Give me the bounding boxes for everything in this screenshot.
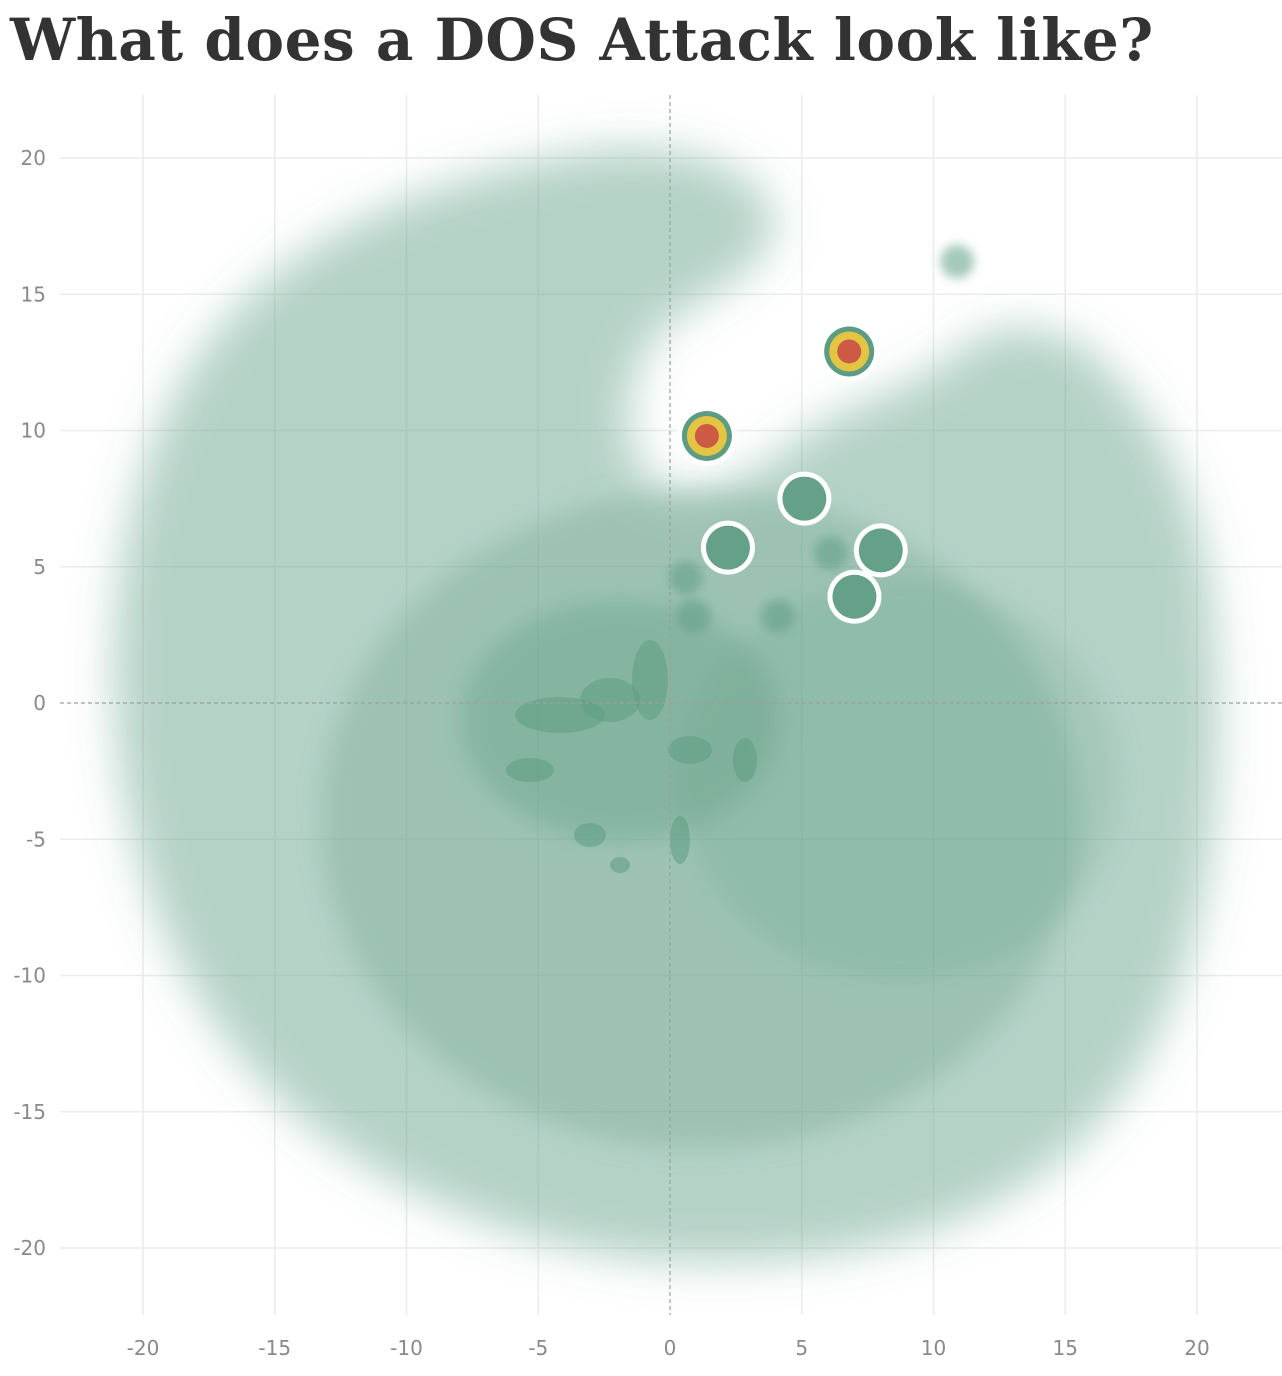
point-medium	[853, 523, 908, 578]
point-high	[676, 405, 737, 466]
point-core	[940, 244, 975, 279]
point-medium	[777, 471, 832, 526]
point-core	[705, 525, 750, 570]
density-cloud	[114, 148, 1219, 1263]
x-tick-label: 20	[1184, 1336, 1209, 1360]
point-core	[837, 339, 862, 364]
y-tick-label: 5	[33, 555, 46, 579]
point-core	[832, 574, 877, 619]
density-cluster	[668, 736, 712, 764]
x-tick-label: -10	[390, 1336, 423, 1360]
highlighted-points	[668, 244, 975, 633]
point-core	[813, 536, 848, 571]
density-cluster	[580, 678, 640, 722]
y-tick-label: 20	[21, 146, 46, 170]
y-tick-label: -15	[13, 1100, 46, 1124]
point-core	[694, 423, 719, 448]
x-tick-label: -15	[258, 1336, 291, 1360]
point-core	[668, 560, 703, 595]
y-tick-label: 0	[33, 691, 46, 715]
point-low	[676, 598, 711, 633]
point-low	[813, 536, 848, 571]
point-core	[782, 476, 827, 521]
y-tick-label: 15	[21, 282, 46, 306]
chart-title: What does a DOS Attack look like?	[10, 6, 1154, 74]
density-cluster	[670, 816, 690, 864]
x-tick-label: 0	[664, 1336, 677, 1360]
point-low	[940, 244, 975, 279]
y-tick-label: -20	[13, 1236, 46, 1260]
point-high	[819, 321, 880, 382]
x-tick-label: 10	[921, 1336, 946, 1360]
x-tick-label: 5	[795, 1336, 808, 1360]
density-cluster	[610, 857, 630, 873]
density-cluster	[632, 640, 668, 720]
point-low	[668, 560, 703, 595]
zero-lines	[60, 95, 1282, 1315]
y-tick-label: -5	[26, 827, 46, 851]
y-tick-label: -10	[13, 964, 46, 988]
point-core	[761, 598, 796, 633]
point-core	[858, 528, 903, 573]
x-tick-label: -5	[528, 1336, 548, 1360]
y-tick-label: 10	[21, 419, 46, 443]
density-cluster	[574, 823, 606, 847]
tick-labels: -20 -15 -10 -5 0 5 10 15 20 20 15 10 5 0 -5 -10 -15 -20	[13, 146, 1209, 1360]
x-tick-label: 15	[1053, 1336, 1078, 1360]
density-cluster	[506, 758, 554, 782]
point-core	[676, 598, 711, 633]
density-inner	[320, 490, 1120, 1150]
x-tick-label: -20	[127, 1336, 160, 1360]
point-medium	[827, 569, 882, 624]
point-low	[761, 598, 796, 633]
density-core	[680, 580, 1120, 980]
point-medium	[700, 520, 755, 575]
density-cluster	[733, 738, 757, 782]
